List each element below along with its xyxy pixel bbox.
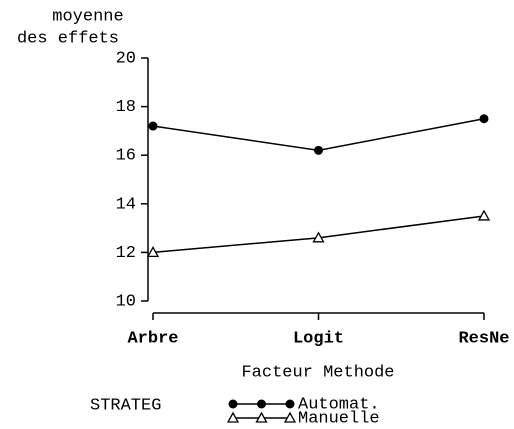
legend-marker [283,411,297,423]
x-tick-label: Logit [293,329,344,348]
y-tick-label: 12 [116,244,136,263]
data-point [148,121,158,131]
y-tick-label: 16 [116,147,136,166]
y-tick-label: 14 [116,195,136,214]
y-tick-label: 20 [116,49,136,68]
data-point [312,231,325,243]
data-point [314,145,323,155]
legend-marker [226,411,240,423]
legend-marker [257,399,266,409]
y-axis-label: moyenne [52,7,123,26]
series-line [152,118,485,152]
y-tick-label: 18 [116,98,136,117]
legend-title: STRATEG [90,396,161,415]
legend-marker [228,399,238,409]
legend-label: Automat. [298,395,380,414]
x-tick-label: ResNe [458,329,509,348]
legend-marker [285,399,295,409]
data-point [146,246,160,258]
x-tick-label: Arbre [127,329,178,348]
x-axis-label: Facteur Methode [241,363,394,382]
data-point [477,209,491,221]
legend-marker [255,411,268,423]
y-axis-label: des effets [17,29,119,48]
legend-label: Manuelle [298,409,380,428]
data-point [479,114,489,124]
y-tick-label: 10 [116,292,136,311]
